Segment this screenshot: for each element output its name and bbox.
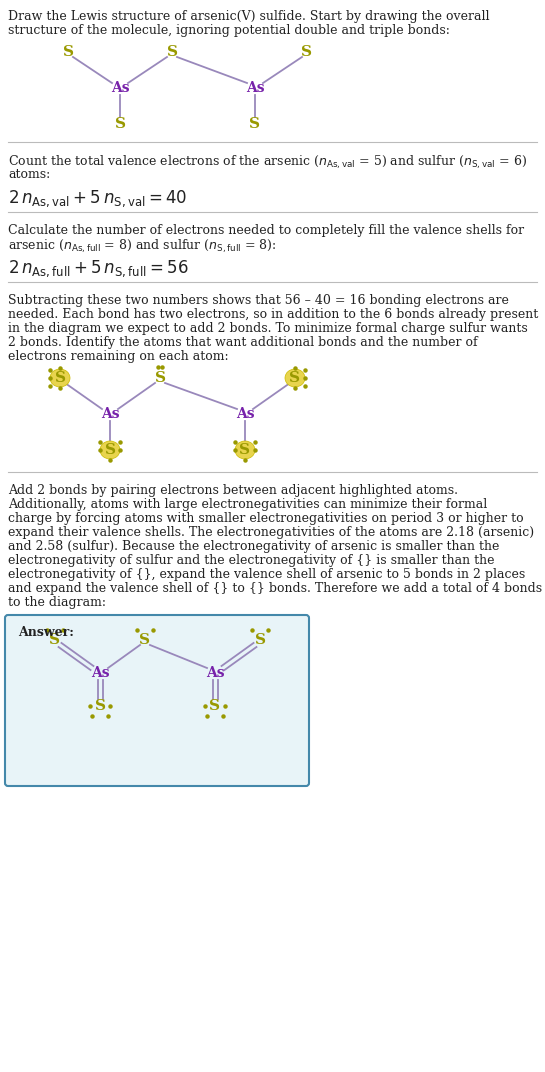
Text: S: S (63, 45, 74, 59)
Text: expand their valence shells. The electronegativities of the atoms are 2.18 (arse: expand their valence shells. The electro… (8, 526, 534, 539)
Text: S: S (94, 699, 106, 713)
Text: S: S (154, 371, 166, 385)
Text: electronegativity of sulfur and the electronegativity of {} is smaller than the: electronegativity of sulfur and the elec… (8, 554, 494, 567)
Ellipse shape (285, 369, 305, 387)
Text: to the diagram:: to the diagram: (8, 596, 106, 609)
Text: S: S (167, 45, 178, 59)
Text: As: As (235, 407, 255, 421)
Ellipse shape (100, 441, 120, 459)
Text: S: S (289, 371, 300, 385)
Text: S: S (301, 45, 312, 59)
Text: As: As (205, 666, 225, 680)
Text: S: S (239, 443, 251, 457)
Text: Calculate the number of electrons needed to completely fill the valence shells f: Calculate the number of electrons needed… (8, 224, 524, 237)
Text: in the diagram we expect to add 2 bonds. To minimize formal charge sulfur wants: in the diagram we expect to add 2 bonds.… (8, 322, 528, 334)
Text: Subtracting these two numbers shows that 56 – 40 = 16 bonding electrons are: Subtracting these two numbers shows that… (8, 294, 509, 307)
Text: 2 bonds. Identify the atoms that want additional bonds and the number of: 2 bonds. Identify the atoms that want ad… (8, 336, 477, 349)
Text: charge by forcing atoms with smaller electronegativities on period 3 or higher t: charge by forcing atoms with smaller ele… (8, 512, 524, 525)
Text: S: S (114, 117, 125, 131)
Text: structure of the molecule, ignoring potential double and triple bonds:: structure of the molecule, ignoring pote… (8, 24, 450, 38)
Text: As: As (246, 81, 264, 95)
Text: Add 2 bonds by pairing electrons between adjacent highlighted atoms.: Add 2 bonds by pairing electrons between… (8, 483, 458, 497)
Text: S: S (105, 443, 116, 457)
Text: Answer:: Answer: (18, 626, 74, 639)
Ellipse shape (50, 369, 70, 387)
FancyBboxPatch shape (5, 615, 309, 786)
Text: As: As (90, 666, 110, 680)
Text: and expand the valence shell of {} to {} bonds. Therefore we add a total of 4 bo: and expand the valence shell of {} to {}… (8, 582, 542, 595)
Text: Count the total valence electrons of the arsenic ($n_{\mathrm{As,val}}$ = 5) and: Count the total valence electrons of the… (8, 154, 527, 172)
Text: needed. Each bond has two electrons, so in addition to the 6 bonds already prese: needed. Each bond has two electrons, so … (8, 308, 538, 321)
Text: As: As (101, 407, 119, 421)
Text: electrons remaining on each atom:: electrons remaining on each atom: (8, 349, 228, 363)
Text: S: S (50, 632, 60, 647)
Text: arsenic ($n_{\mathrm{As,full}}$ = 8) and sulfur ($n_{\mathrm{S,full}}$ = 8):: arsenic ($n_{\mathrm{As,full}}$ = 8) and… (8, 238, 276, 255)
Text: $2\,n_{\mathrm{As,full}} + 5\,n_{\mathrm{S,full}} = 56$: $2\,n_{\mathrm{As,full}} + 5\,n_{\mathrm… (8, 258, 189, 279)
Text: and 2.58 (sulfur). Because the electronegativity of arsenic is smaller than the: and 2.58 (sulfur). Because the electrone… (8, 540, 499, 553)
Ellipse shape (235, 441, 255, 459)
Text: electronegativity of {}, expand the valence shell of arsenic to 5 bonds in 2 pla: electronegativity of {}, expand the vale… (8, 568, 525, 581)
Text: S: S (209, 699, 221, 713)
Text: S: S (140, 632, 150, 647)
Text: As: As (111, 81, 129, 95)
Text: S: S (255, 632, 265, 647)
Text: Draw the Lewis structure of arsenic(V) sulfide. Start by drawing the overall: Draw the Lewis structure of arsenic(V) s… (8, 10, 489, 23)
Text: Additionally, atoms with large electronegativities can minimize their formal: Additionally, atoms with large electrone… (8, 498, 487, 511)
Text: $2\,n_{\mathrm{As,val}} + 5\,n_{\mathrm{S,val}} = 40$: $2\,n_{\mathrm{As,val}} + 5\,n_{\mathrm{… (8, 188, 187, 209)
Text: S: S (250, 117, 261, 131)
Text: S: S (54, 371, 65, 385)
Text: atoms:: atoms: (8, 168, 50, 181)
